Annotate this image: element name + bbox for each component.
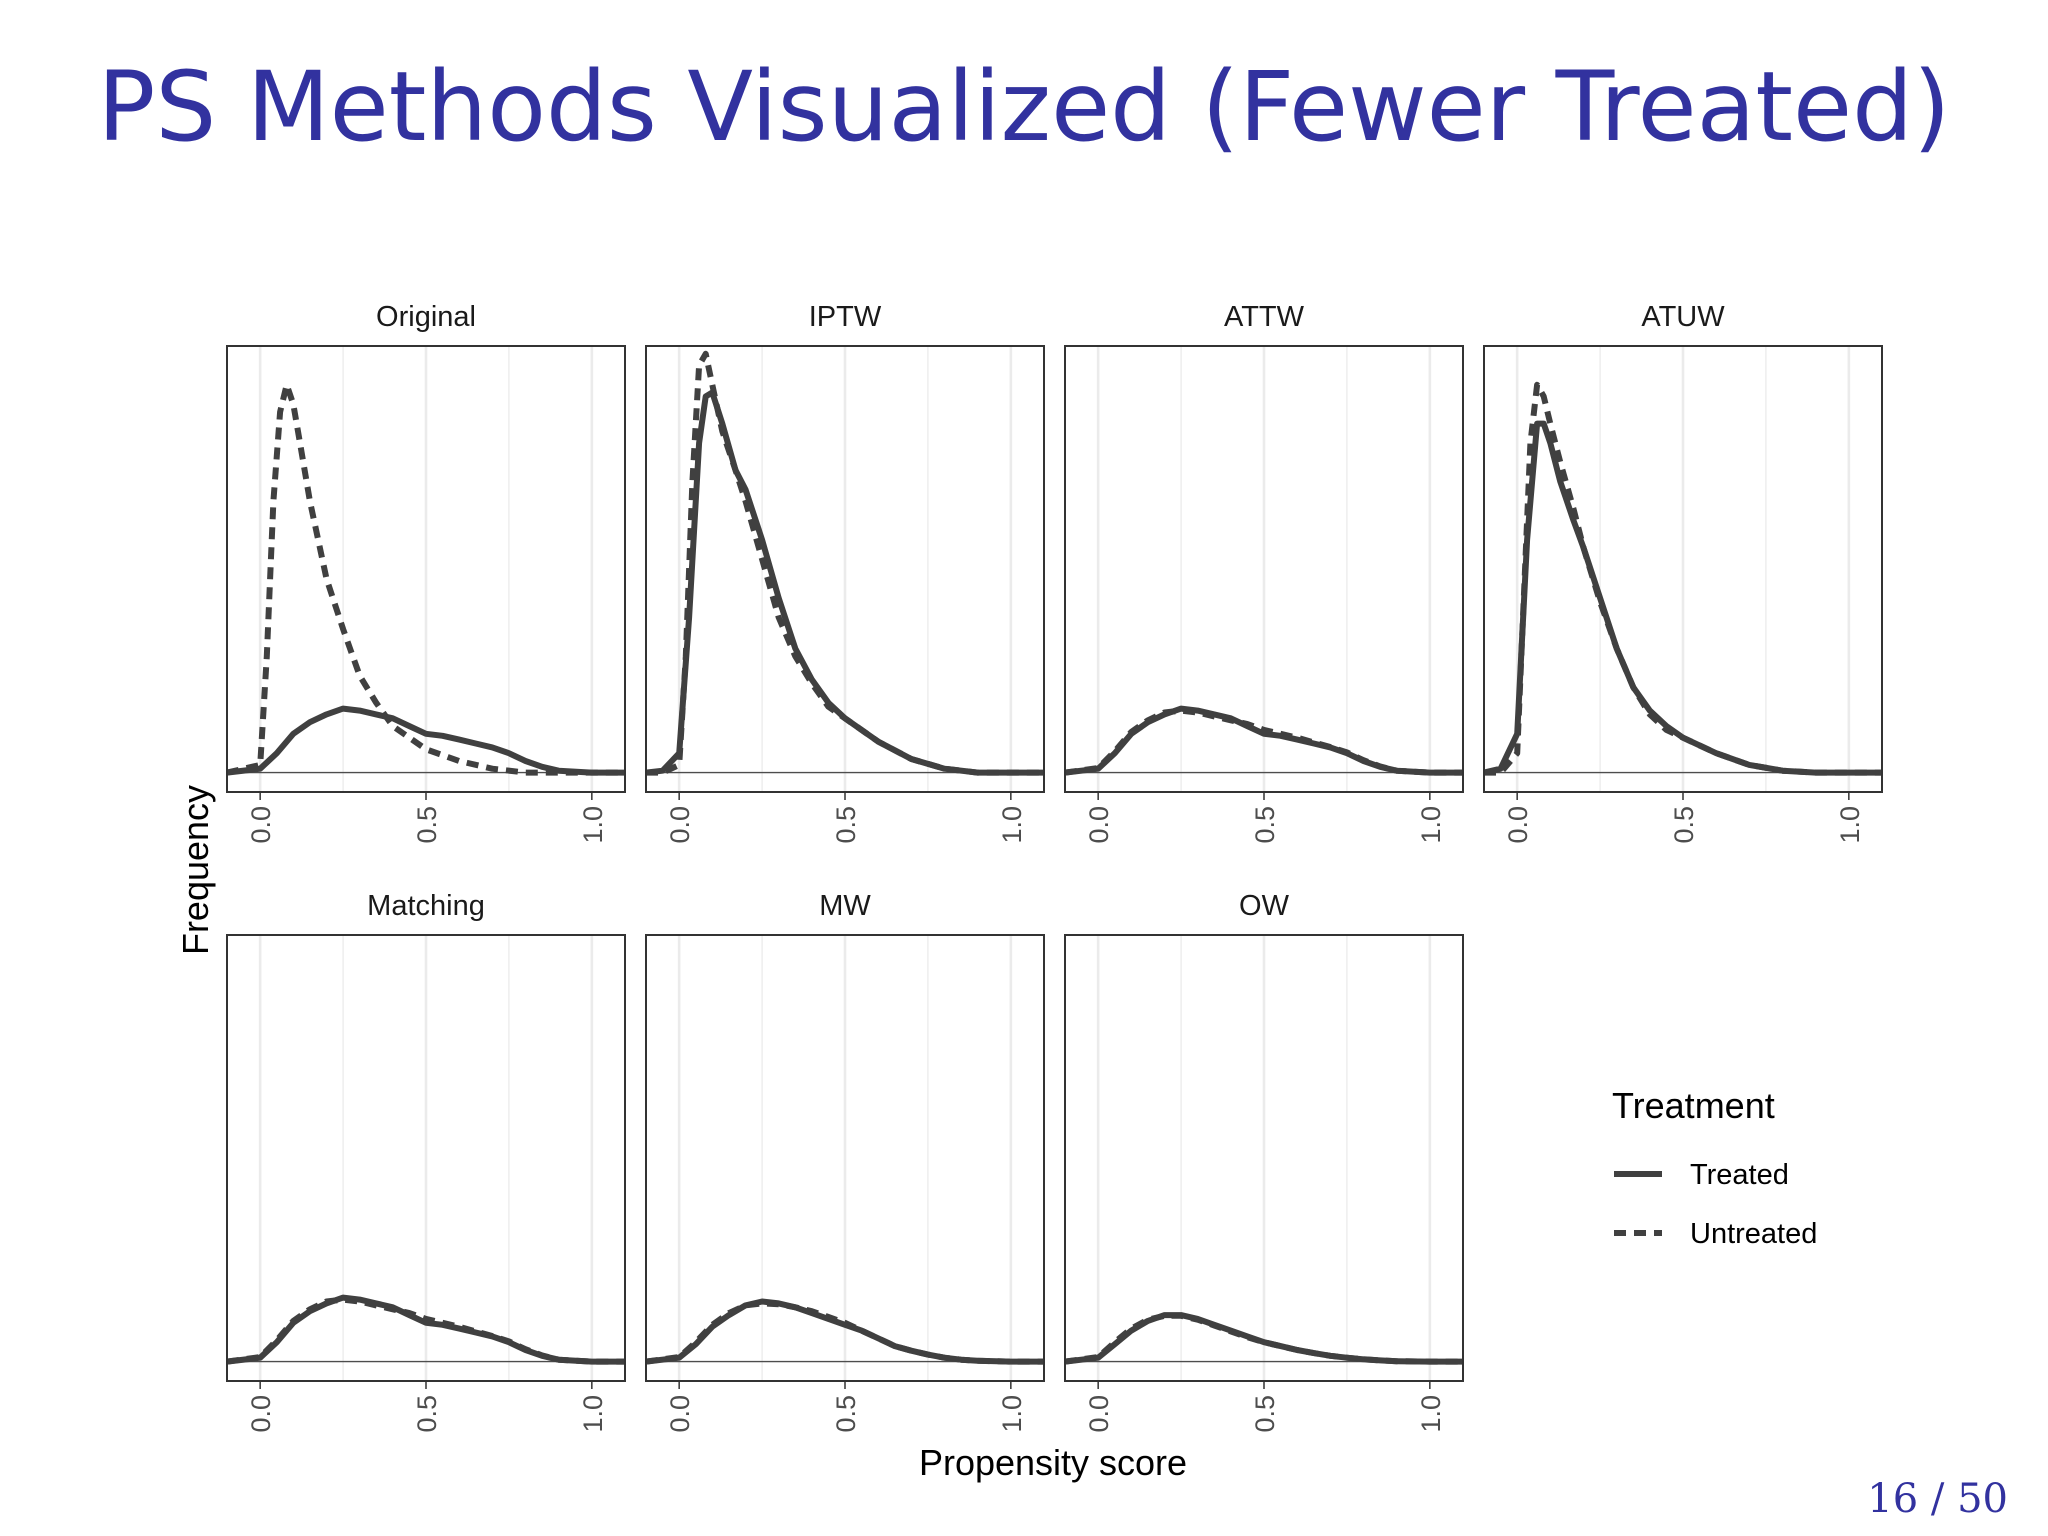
x-tick-label: 0.5 — [412, 806, 442, 844]
x-axis-title: Propensity score — [919, 1442, 1187, 1483]
x-tick-label: 1.0 — [997, 806, 1027, 844]
x-tick-label: 1.0 — [1835, 806, 1865, 844]
x-tick-label: 0.5 — [1250, 806, 1280, 844]
legend-label-treated: Treated — [1690, 1159, 1789, 1191]
panel-original: Original 0.0 0.5 1.0 — [226, 301, 626, 844]
panel-attw: ATTW 0.0 0.5 1.0 — [1064, 301, 1464, 844]
x-tick-label: 0.5 — [831, 1395, 861, 1433]
x-tick-label: 1.0 — [578, 1395, 608, 1433]
page-number: 16 / 50 — [1867, 1476, 2008, 1522]
x-tick-label: 1.0 — [578, 806, 608, 844]
panel-mw: MW 0.0 0.5 1.0 — [645, 890, 1045, 1433]
x-tick-label: 0.0 — [1503, 806, 1533, 844]
panel-title: MW — [819, 890, 871, 922]
panel-matching: Matching 0.0 0.5 1.0 — [226, 890, 626, 1433]
series-line-untreated — [646, 350, 1044, 776]
x-tick-label: 0.0 — [665, 806, 695, 844]
panel-title: Original — [376, 301, 476, 333]
series-line-untreated — [1484, 381, 1882, 776]
x-tick-label: 0.5 — [831, 806, 861, 844]
panel-title: ATTW — [1224, 301, 1305, 333]
x-tick-label: 0.5 — [1669, 806, 1699, 844]
panel-title: Matching — [367, 890, 485, 922]
x-tick-label: 0.0 — [1084, 806, 1114, 844]
x-tick-label: 0.0 — [1084, 1395, 1114, 1433]
x-tick-label: 0.0 — [246, 1395, 276, 1433]
x-tick-label: 1.0 — [997, 1395, 1027, 1433]
legend-title: Treatment — [1612, 1085, 1775, 1126]
panel-title: OW — [1239, 890, 1290, 922]
x-tick-label: 1.0 — [1416, 1395, 1446, 1433]
x-tick-label: 0.0 — [665, 1395, 695, 1433]
series-line-treated — [226, 705, 625, 776]
x-tick-label: 1.0 — [1416, 806, 1446, 844]
panel-title: ATUW — [1641, 301, 1725, 333]
x-tick-label: 0.5 — [1250, 1395, 1280, 1433]
slide-title: PS Methods Visualized (Fewer Treated) — [97, 51, 1951, 163]
x-tick-label: 0.5 — [412, 1395, 442, 1433]
panel-atuw: ATUW 0.0 0.5 1.0 — [1483, 301, 1883, 844]
panel-ow: OW 0.0 0.5 1.0 — [1064, 890, 1464, 1433]
panels-layer: Original 0.0 0.5 1.0 IPTW 0.0 0.5 1.0 ATTW 0.0 0.5… — [226, 301, 1883, 1433]
panel-iptw: IPTW 0.0 0.5 1.0 — [645, 301, 1045, 844]
y-axis-title: Frequency — [175, 785, 216, 955]
series-line-untreated — [645, 1300, 1044, 1365]
series-line-untreated — [226, 381, 625, 776]
x-tick-label: 0.0 — [246, 806, 276, 844]
legend: Treatment Treated Untreated — [1612, 1085, 1817, 1250]
series-line-untreated — [1064, 1312, 1463, 1365]
legend-label-untreated: Untreated — [1690, 1218, 1817, 1250]
panel-title: IPTW — [809, 301, 882, 333]
